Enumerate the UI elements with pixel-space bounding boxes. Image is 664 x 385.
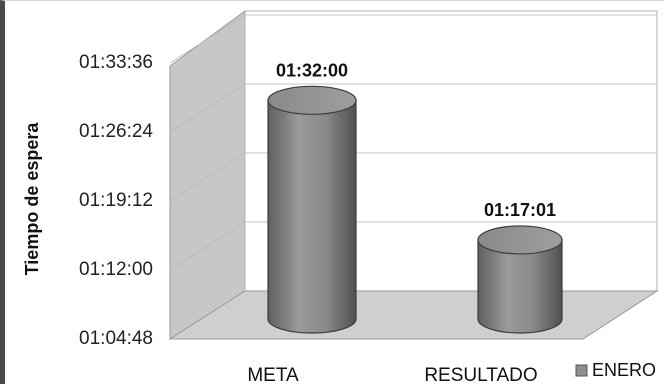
bar-resultado: 01:17:01: [477, 200, 563, 334]
category-label-meta: META: [247, 365, 299, 385]
bar-meta: 01:32:00: [267, 60, 357, 334]
side-gridline: [169, 221, 246, 271]
y-tick-label: 01:04:48: [79, 328, 153, 349]
bar-chart: 01:04:48 01:12:00 01:19:12 01:26:24 01:33:36…: [22, 10, 659, 385]
bars: 01:32:00 01:17:01: [267, 60, 563, 334]
x-axis-categories: META RESULTADO: [247, 365, 537, 385]
y-tick-label: 01:19:12: [79, 190, 153, 211]
legend-swatch-enero: [575, 364, 588, 377]
bar-top: [267, 85, 357, 115]
y-tick-label: 01:33:36: [79, 52, 153, 73]
bar-top: [477, 225, 563, 255]
y-tick-label: 01:26:24: [79, 121, 153, 142]
legend-label-enero: ENERO: [592, 360, 656, 380]
y-axis-ticks: 01:04:48 01:12:00 01:19:12 01:26:24 01:33:36: [79, 52, 153, 349]
y-axis-title: Tiempo de espera: [22, 122, 42, 276]
side-gridline: [169, 152, 246, 202]
bar-body: [477, 239, 563, 334]
category-label-resultado: RESULTADO: [424, 365, 537, 385]
side-gridline: [169, 83, 246, 133]
side-wall: [169, 10, 246, 340]
y-tick-label: 01:12:00: [79, 259, 153, 280]
floor: [168, 290, 659, 340]
bar-body: [267, 99, 357, 334]
data-label: 01:17:01: [484, 200, 556, 220]
side-gridline: [169, 14, 246, 64]
data-label: 01:32:00: [276, 60, 348, 80]
